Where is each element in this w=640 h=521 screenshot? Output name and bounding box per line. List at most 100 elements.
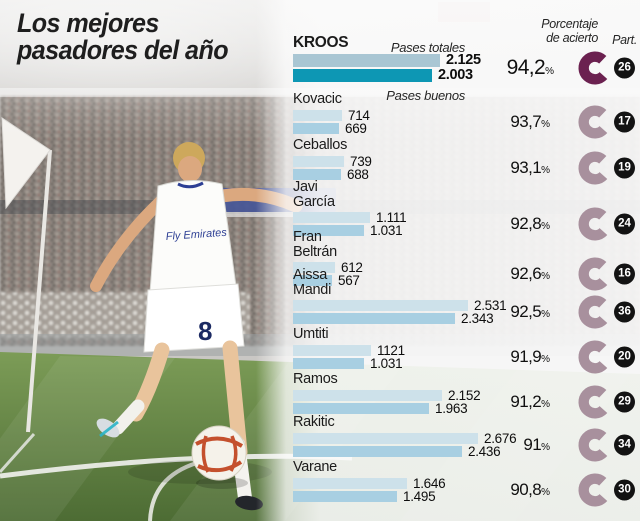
matches-badge: 19	[614, 157, 635, 178]
total-passes-bar	[293, 155, 344, 167]
good-passes-bar	[293, 490, 397, 502]
total-passes-bar	[293, 344, 371, 356]
total-passes-bar	[293, 53, 440, 67]
title-haze	[0, 0, 320, 110]
total-passes-bar	[293, 389, 442, 401]
player-row: Fran Beltrán 612 567 92,6% 16	[293, 230, 640, 291]
total-passes-bar	[293, 477, 407, 489]
accuracy-value: 92,8%	[510, 214, 550, 233]
matches-badge: 30	[614, 479, 635, 500]
accuracy-ring-icon	[578, 257, 612, 291]
accuracy-ring-icon	[578, 207, 612, 241]
good-passes-bar	[293, 168, 341, 180]
good-passes-value: 1.495	[403, 488, 436, 504]
series-label-total-passes: Pases totales	[390, 40, 465, 55]
total-passes-value: 2.152	[448, 387, 481, 403]
total-passes-value: 2.676	[484, 430, 517, 446]
player-name: Aissa Mandi	[293, 267, 331, 298]
accuracy-value: 93,1%	[510, 157, 550, 177]
good-passes-value: 1.963	[435, 400, 468, 416]
good-passes-value: 688	[347, 166, 369, 182]
accuracy-value: 91%	[523, 434, 550, 454]
matches-badge: 17	[614, 111, 635, 132]
good-passes-bar	[293, 122, 339, 134]
matches-badge: 29	[614, 391, 635, 412]
accuracy-value: 92,6%	[510, 264, 550, 283]
jersey-sponsor-text: Fly Emirates	[165, 227, 227, 243]
good-passes-value: 1.031	[370, 223, 403, 238]
player-row: Ramos 2.152 1.963 91,2% 29	[293, 371, 640, 419]
good-passes-bar	[293, 313, 455, 324]
good-passes-bar	[293, 445, 462, 457]
total-passes-bar	[293, 300, 468, 311]
jersey-collar	[177, 181, 204, 189]
total-passes-value: 1.111	[376, 210, 407, 225]
total-passes-value: 2.125	[446, 52, 481, 68]
accuracy-ring-icon	[578, 384, 612, 419]
good-passes-bar	[293, 402, 429, 414]
good-passes-bar	[293, 225, 364, 236]
accuracy-ring-icon	[578, 427, 612, 462]
player-name: KROOS	[293, 34, 349, 51]
player-name: Umtiti	[293, 326, 329, 342]
player-row: Umtiti 1121 1.031 91,9% 20	[293, 326, 640, 374]
accuracy-ring-icon	[578, 339, 612, 374]
player-left-arm	[90, 196, 166, 292]
player-row: Kovacic 714 669 93,7% 17	[293, 91, 640, 139]
matches-badge: 16	[614, 263, 635, 285]
good-passes-value: 567	[338, 273, 360, 288]
total-passes-value: 1121	[377, 342, 405, 358]
player-boot-right	[235, 495, 263, 511]
player-name: Rakitic	[293, 414, 335, 430]
total-passes-bar	[293, 109, 342, 121]
title-line1: Los mejores	[17, 8, 159, 38]
accuracy-value: 91,2%	[510, 391, 550, 411]
accuracy-ring-icon	[578, 150, 612, 185]
player-row: Varane 1.646 1.495 90,8% 30	[293, 459, 640, 507]
total-passes-value: 739	[350, 153, 372, 169]
accuracy-value: 93,7%	[510, 111, 550, 131]
accuracy-ring-icon	[578, 295, 612, 329]
good-passes-value: 2.436	[468, 443, 501, 459]
player-name: Ceballos	[293, 137, 348, 153]
good-passes-value: 2.343	[461, 311, 494, 326]
player-name: Ramos	[293, 371, 338, 387]
matches-badge: 34	[614, 434, 635, 455]
page-title: Los mejores pasadores del año	[17, 8, 229, 64]
player-name: Javi García	[293, 179, 335, 210]
shirt-number-text: 8	[198, 316, 212, 346]
accuracy-value: 90,8%	[510, 479, 550, 499]
accuracy-ring-icon	[578, 50, 612, 85]
player-row: Ceballos 739 688 93,1% 19	[293, 137, 640, 185]
player-face	[178, 156, 202, 182]
player-row: KROOS 2.125 2.003 94,2% 26	[293, 34, 640, 85]
matches-badge: 24	[614, 213, 635, 235]
good-passes-value: 2.003	[438, 67, 473, 83]
total-passes-value: 612	[341, 260, 363, 275]
matches-badge: 26	[614, 57, 635, 78]
total-passes-bar	[293, 262, 335, 273]
total-passes-bar	[293, 432, 478, 444]
good-passes-bar	[293, 357, 364, 369]
passers-chart: Pases totales Pases buenos Porcentaje de…	[285, 0, 640, 521]
player-name: Kovacic	[293, 91, 342, 107]
total-passes-value: 714	[348, 107, 370, 123]
total-passes-value: 1.646	[413, 475, 446, 491]
player-shorts	[143, 283, 245, 353]
total-passes-value: 2.531	[474, 298, 507, 313]
matches-badge: 36	[614, 301, 635, 323]
player-name: Varane	[293, 459, 337, 475]
accuracy-value: 94,2%	[506, 55, 554, 79]
accuracy-column-header: Porcentaje de acierto	[541, 17, 598, 45]
accuracy-ring-icon	[578, 104, 612, 139]
player-row: Javi García 1.111 1.031 92,8% 24	[293, 179, 640, 241]
good-passes-bar	[293, 68, 432, 82]
matches-badge: 20	[614, 346, 635, 367]
accuracy-ring-icon	[578, 472, 612, 507]
football	[191, 425, 247, 481]
good-passes-value: 1.031	[370, 355, 403, 371]
good-passes-value: 669	[345, 120, 367, 136]
matches-column-header: Part.	[612, 33, 637, 47]
series-label-good-passes: Pases buenos	[386, 88, 465, 103]
